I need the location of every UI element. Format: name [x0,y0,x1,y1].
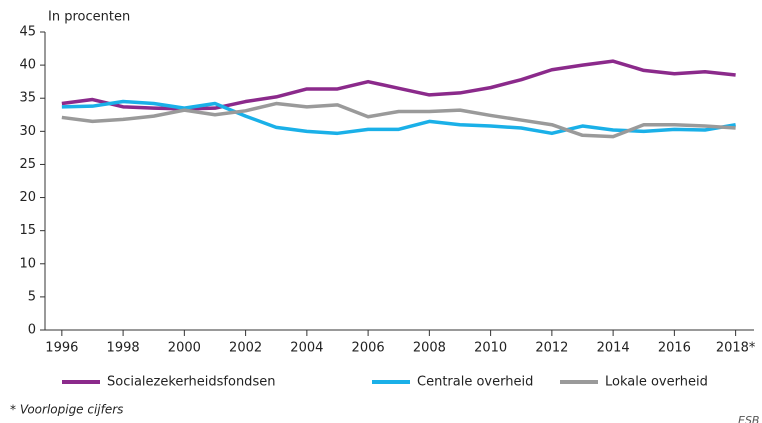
y-tick-label: 20 [19,190,36,205]
x-tick-label: 2012 [535,341,568,356]
series-line [61,59,736,111]
x-tick-label: 1998 [107,341,140,356]
y-axis-label: In procenten [48,10,130,25]
y-tick-label: 30 [19,124,36,139]
footnote: * Voorlopige cijfers [10,403,123,417]
y-tick-label: 15 [19,223,36,238]
legend-label: Centrale overheid [417,375,533,390]
x-tick-label: 2004 [290,341,323,356]
y-tick-label: 45 [19,25,36,40]
y-tick-label: 10 [19,256,36,271]
series-line [61,101,736,139]
y-tick-label: 35 [19,91,36,106]
x-tick-label: 2018* [716,341,756,356]
x-tick-label: 2016 [658,341,691,356]
x-tick-label: 2014 [597,341,630,356]
x-tick-label: 2000 [168,341,201,356]
x-tick-label: 2008 [413,341,446,356]
series-line [61,99,736,136]
y-tick-label: 40 [19,58,36,73]
x-tick-label: 2006 [352,341,385,356]
y-tick-label: 25 [19,157,36,172]
x-tick-label: 1996 [45,341,78,356]
legend-label: Lokale overheid [605,375,708,390]
legend-label: Socialezekerheidsfondsen [107,375,275,390]
y-tick-label: 5 [28,289,36,304]
x-tick-label: 2002 [229,341,262,356]
y-tick-label: 0 [28,323,36,338]
source: ESB [738,414,759,423]
x-tick-label: 2010 [474,341,507,356]
